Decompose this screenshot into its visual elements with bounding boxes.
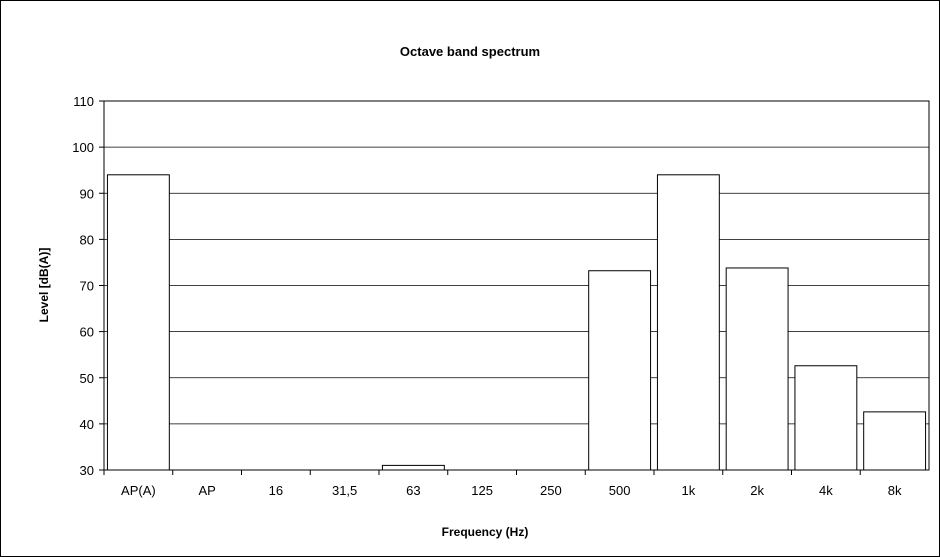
- x-tick-label: AP: [198, 483, 215, 498]
- x-tick-label: 1k: [682, 483, 696, 498]
- bar-8k: [863, 411, 927, 471]
- y-axis-ticks: 30 40 50 60 70 80 90 100 110: [72, 94, 104, 478]
- x-tick-label: 16: [269, 483, 283, 498]
- gridlines: [104, 146, 929, 425]
- x-tick-label: 500: [609, 483, 631, 498]
- bar-AP(A): [106, 174, 170, 471]
- y-tick-label: 50: [80, 371, 94, 386]
- x-tick-label: 8k: [888, 483, 902, 498]
- y-tick-label: 70: [80, 279, 94, 294]
- chart-title: Octave band spectrum: [400, 44, 540, 59]
- bar-4k: [794, 365, 858, 471]
- bar-500: [588, 270, 652, 471]
- y-tick-label: 60: [80, 325, 94, 340]
- x-tick-label: 250: [540, 483, 562, 498]
- y-tick-label: 30: [80, 463, 94, 478]
- x-tick-label: 31,5: [332, 483, 357, 498]
- x-tick-label: 63: [406, 483, 420, 498]
- x-tick-label: 2k: [750, 483, 764, 498]
- y-tick-label: 90: [80, 186, 94, 201]
- y-tick-label: 110: [73, 94, 94, 109]
- bars: [106, 174, 927, 471]
- y-tick-label: 100: [72, 140, 94, 155]
- y-tick-label: 80: [80, 232, 94, 247]
- x-tick-label: 4k: [819, 483, 833, 498]
- bar-2k: [725, 267, 789, 471]
- y-tick-label: 40: [80, 417, 94, 432]
- x-axis-ticks: AP(A) AP 16 31,5 63 125 250 500 1k 2k 4k 8k: [103, 470, 902, 498]
- bar-1k: [656, 174, 720, 471]
- bar-63: [381, 464, 445, 471]
- x-tick-label: 125: [471, 483, 493, 498]
- y-axis-label: Level [dB(A)]: [37, 248, 51, 323]
- x-tick-label: AP(A): [121, 483, 156, 498]
- x-axis-label: Frequency (Hz): [442, 525, 529, 539]
